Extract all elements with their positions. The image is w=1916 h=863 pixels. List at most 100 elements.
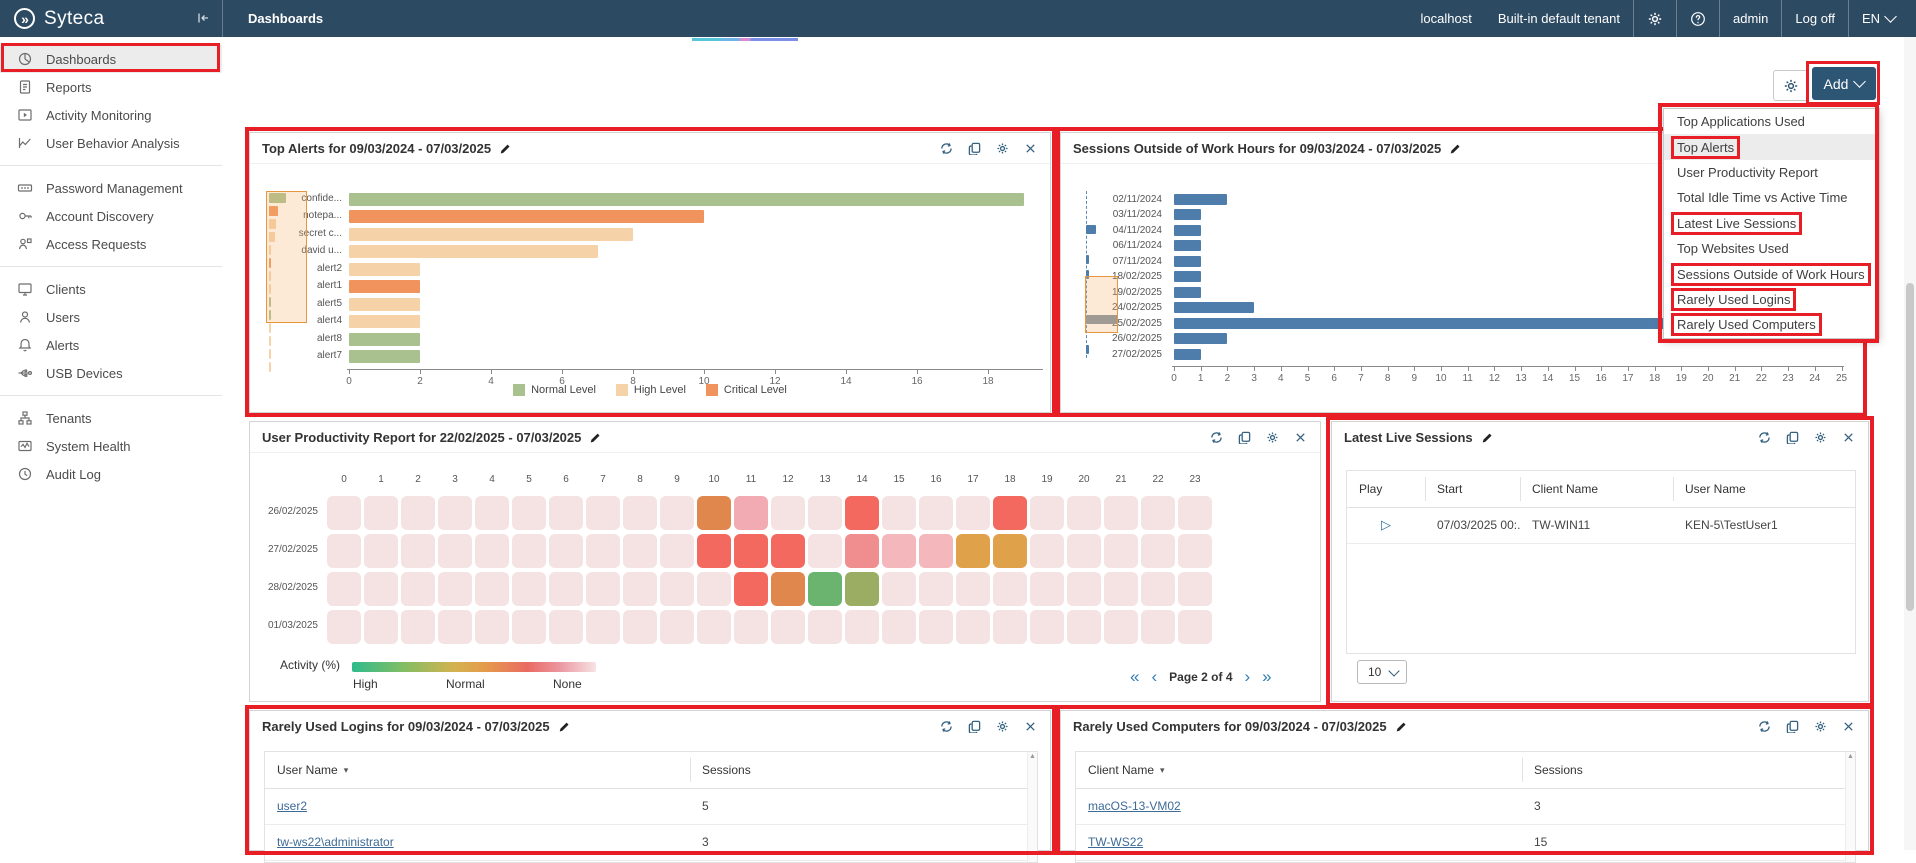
- x-axis-tick: [1761, 366, 1763, 371]
- mini-brush-bar: [269, 193, 287, 203]
- x-axis-tick-label: 21: [1729, 373, 1741, 384]
- menu-item-top-websites-used[interactable]: Top Websites Used: [1664, 236, 1879, 261]
- heatmap-cell: [549, 496, 583, 530]
- x-axis-tick: [846, 369, 847, 374]
- help-icon[interactable]: [1677, 0, 1719, 37]
- mini-brush-bar: [269, 362, 271, 372]
- menu-item-sessions-outside-of-work-hours[interactable]: Sessions Outside of Work Hours: [1664, 261, 1879, 286]
- heatmap-cell: [438, 610, 472, 644]
- login-link[interactable]: user2: [277, 799, 308, 813]
- sidebar-item-clients[interactable]: Clients: [0, 275, 222, 303]
- pagination-last-button[interactable]: »: [1262, 667, 1272, 686]
- heatmap-cell: [475, 610, 509, 644]
- pagination-prev-button[interactable]: ‹: [1151, 667, 1158, 686]
- column-header-start[interactable]: Start: [1437, 482, 1463, 496]
- menu-item-rarely-used-computers[interactable]: Rarely Used Computers: [1664, 312, 1879, 337]
- rare-logins-table: User Name ▾ Sessions user2 5 tw-ws22\adm…: [264, 751, 1038, 863]
- add-widget-button[interactable]: Add: [1812, 67, 1876, 100]
- sidebar-item-usb-devices[interactable]: USB Devices: [0, 359, 222, 387]
- brush-selection[interactable]: [266, 191, 307, 323]
- language-selector[interactable]: EN: [1849, 0, 1908, 37]
- sidebar-item-access-requests[interactable]: Access Requests: [0, 230, 222, 258]
- column-header-user-name[interactable]: User Name: [1685, 482, 1746, 496]
- sidebar-item-password-management[interactable]: Password Management: [0, 174, 222, 202]
- menu-item-latest-live-sessions[interactable]: Latest Live Sessions: [1664, 211, 1879, 236]
- brush-selection[interactable]: [1085, 276, 1118, 333]
- sidebar-item-account-discovery[interactable]: Account Discovery: [0, 202, 222, 230]
- sidebar-item-reports[interactable]: Reports: [0, 73, 222, 101]
- menu-item-rarely-used-logins[interactable]: Rarely Used Logins: [1664, 287, 1879, 312]
- x-axis-tick: [491, 369, 492, 374]
- x-axis-tick: [420, 369, 421, 374]
- x-axis-tick: [1654, 366, 1656, 371]
- x-axis-tick: [1307, 366, 1309, 371]
- menu-item-total-idle-time-vs-active-time[interactable]: Total Idle Time vs Active Time: [1664, 185, 1879, 210]
- play-button[interactable]: ▷: [1347, 507, 1425, 543]
- sidebar-item-label: Dashboards: [46, 51, 117, 67]
- edit-pencil-icon[interactable]: [558, 721, 570, 733]
- sidebar-item-activity-monitoring[interactable]: Activity Monitoring: [0, 101, 222, 129]
- pagination-first-button[interactable]: «: [1130, 667, 1140, 686]
- refresh-icon[interactable]: [940, 720, 953, 733]
- heatmap-cell: [364, 572, 398, 606]
- heatmap-cell: [586, 572, 620, 606]
- x-axis-tick: [1360, 366, 1362, 371]
- heatmap-cell: [1141, 610, 1175, 644]
- sidebar-item-system-health[interactable]: System Health: [0, 432, 222, 460]
- sidebar-item-users[interactable]: Users: [0, 303, 222, 331]
- dashboard-settings-button[interactable]: [1773, 70, 1809, 101]
- gear-icon[interactable]: [996, 720, 1009, 733]
- sidebar-item-dashboards[interactable]: Dashboards: [0, 45, 222, 73]
- sidebar-item-alerts[interactable]: Alerts: [0, 331, 222, 359]
- column-header-user-name[interactable]: User Name ▾: [265, 752, 690, 788]
- table-scrollbar[interactable]: ▲: [1027, 752, 1037, 862]
- menu-item-top-alerts[interactable]: Top Alerts: [1664, 134, 1879, 160]
- gear-icon[interactable]: [1814, 720, 1827, 733]
- sidebar-collapse-icon[interactable]: [192, 8, 214, 28]
- page-size-select[interactable]: 10: [1357, 660, 1407, 684]
- column-header-sessions[interactable]: Sessions: [702, 763, 751, 777]
- copy-icon[interactable]: [968, 720, 981, 733]
- host-label: localhost: [1420, 11, 1472, 26]
- close-icon[interactable]: [1024, 720, 1037, 733]
- edit-pencil-icon[interactable]: [1395, 721, 1407, 733]
- x-axis-tick-label: 23: [1782, 373, 1794, 384]
- sidebar-item-audit-log[interactable]: Audit Log: [0, 460, 222, 488]
- gear-icon[interactable]: [1814, 431, 1827, 444]
- column-header-client-name[interactable]: Client Name: [1532, 482, 1599, 496]
- refresh-icon[interactable]: [1758, 720, 1771, 733]
- column-header-sessions[interactable]: Sessions: [1534, 763, 1583, 777]
- heatmap-cell: [327, 610, 361, 644]
- table-scrollbar[interactable]: ▲: [1845, 752, 1855, 862]
- page-scrollbar-thumb[interactable]: [1906, 283, 1914, 611]
- refresh-icon[interactable]: [1758, 431, 1771, 444]
- bar-category-label: 26/02/2025: [1111, 333, 1162, 344]
- mini-brush-bar: [1086, 225, 1096, 234]
- heatmap-cell: [512, 610, 546, 644]
- heatmap-cell: [697, 572, 731, 606]
- edit-pencil-icon[interactable]: [1481, 432, 1493, 444]
- logoff-button[interactable]: Log off: [1795, 11, 1835, 26]
- settings-gear-icon[interactable]: [1634, 0, 1676, 37]
- menu-item-top-applications-used[interactable]: Top Applications Used: [1664, 109, 1879, 134]
- user-menu[interactable]: admin: [1732, 11, 1769, 26]
- close-icon[interactable]: [1842, 431, 1855, 444]
- column-header-play[interactable]: Play: [1359, 482, 1383, 496]
- copy-icon[interactable]: [1786, 431, 1799, 444]
- mini-brush-bar: [269, 258, 271, 268]
- column-header-client-name[interactable]: Client Name ▾: [1076, 752, 1522, 788]
- login-link[interactable]: tw-ws22\administrator: [277, 835, 394, 849]
- bar-category-label: 07/11/2024: [1112, 255, 1162, 267]
- legend-item-critical-level: Critical Level: [705, 384, 787, 396]
- sidebar-item-tenants[interactable]: Tenants: [0, 404, 222, 432]
- copy-icon[interactable]: [1786, 720, 1799, 733]
- pagination-next-button[interactable]: ›: [1244, 667, 1251, 686]
- x-axis-tick-label: 15: [1568, 373, 1581, 384]
- computer-link[interactable]: macOS-13-VM02: [1088, 799, 1181, 813]
- heatmap-cell: [993, 572, 1027, 606]
- close-icon[interactable]: [1842, 720, 1855, 733]
- sidebar-item-user-behavior-analysis[interactable]: User Behavior Analysis: [0, 129, 222, 157]
- computer-link[interactable]: TW-WS22: [1088, 835, 1144, 849]
- chevron-down-icon: [1853, 75, 1867, 88]
- menu-item-user-productivity-report[interactable]: User Productivity Report: [1664, 160, 1879, 185]
